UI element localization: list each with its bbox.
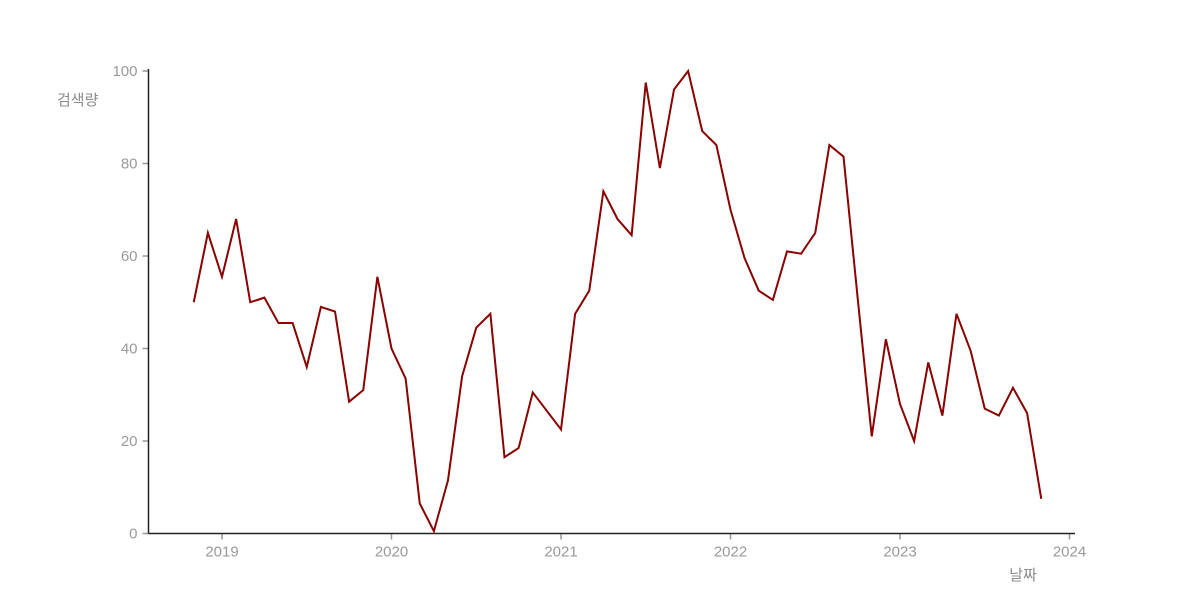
x-axis-ticks: 2019 2020 2021 2022 2023 2024 xyxy=(205,533,1086,561)
y-tick-label: 60 xyxy=(121,248,138,265)
x-tick-label: 2019 xyxy=(205,544,238,561)
y-axis-ticks: 0 20 40 60 80 100 xyxy=(112,63,149,543)
x-tick-label: 2020 xyxy=(375,544,408,561)
y-tick-label: 20 xyxy=(121,433,138,450)
y-axis-title: 검색량 xyxy=(57,92,99,109)
axis-spines xyxy=(147,69,1075,535)
x-tick-label: 2023 xyxy=(883,544,916,561)
search-volume-series-line xyxy=(192,68,1043,534)
y-tick-label: 100 xyxy=(112,63,137,80)
x-tick-label: 2022 xyxy=(714,544,747,561)
y-tick-label: 40 xyxy=(121,341,138,358)
y-tick-label: 80 xyxy=(121,156,138,173)
y-tick-label: 0 xyxy=(129,526,137,543)
x-tick-label: 2021 xyxy=(544,544,577,561)
x-tick-label: 2024 xyxy=(1053,544,1086,561)
x-axis-title: 날짜 xyxy=(1009,567,1037,584)
